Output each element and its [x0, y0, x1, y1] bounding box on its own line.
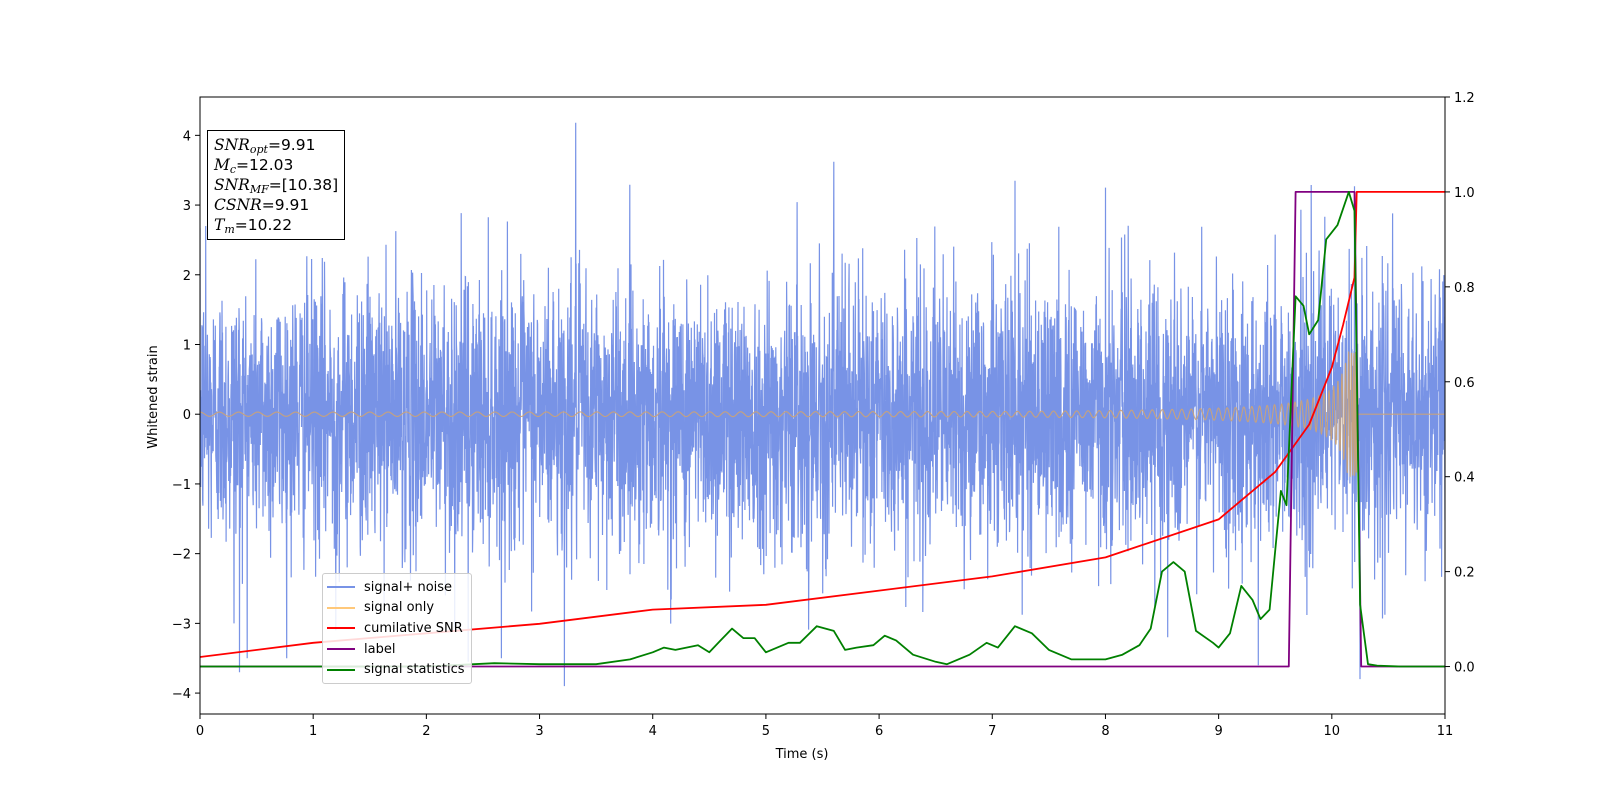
chirp-mass-row: Mc=12.03	[214, 156, 294, 176]
legend-swatch	[327, 606, 355, 609]
x-tick-label: 6	[875, 724, 883, 739]
legend: signal+ noise signal only cumilative SNR…	[322, 573, 472, 684]
x-tick-label: 9	[1214, 724, 1222, 739]
y-tick-label: 4	[183, 129, 191, 144]
x-tick-label: 0	[196, 724, 204, 739]
series-signal-noise-line	[200, 122, 1445, 687]
y2-tick-label: 0.2	[1454, 566, 1475, 581]
legend-swatch	[327, 627, 355, 630]
x-tick-label: 2	[422, 724, 430, 739]
legend-item-signal-noise: signal+ noise	[327, 577, 465, 598]
x-tick-label: 8	[1101, 724, 1109, 739]
legend-swatch	[327, 668, 355, 671]
series-label-line	[200, 191, 1445, 668]
y2-tick-label: 1.2	[1454, 91, 1475, 106]
y2-tick-label: 0.0	[1454, 661, 1475, 676]
csnr-row: CSNR=9.91	[214, 196, 310, 214]
legend-item-signal-statistics: signal statistics	[327, 659, 465, 680]
series-cumulative-snr-line	[200, 191, 1445, 658]
series-group	[200, 122, 1445, 687]
x-tick-label: 4	[649, 724, 657, 739]
y2-tick-label: 0.8	[1454, 281, 1475, 296]
y2-tick-label: 0.4	[1454, 471, 1475, 486]
y2-tick-label: 0.6	[1454, 376, 1475, 391]
y-axis-title: Whitened strain	[146, 345, 161, 448]
x-axis-title: Time (s)	[775, 747, 829, 762]
series-signal-only-line	[200, 351, 1445, 477]
axes: 0 1 2 3 4 5 6 7 8 9 10 11 −4 −3 −2 −1 0 1 2 3 4 0.0 0.2 0.4 0.6 0…	[172, 91, 1475, 739]
x-tick-label: 3	[535, 724, 543, 739]
snr-mf-row: SNRMF=[10.38]	[214, 176, 339, 196]
legend-swatch	[327, 586, 355, 589]
plot-area	[200, 122, 1445, 687]
x-tick-label: 10	[1324, 724, 1341, 739]
y-tick-label: −1	[172, 478, 191, 493]
y-tick-label: 1	[183, 338, 191, 353]
y-tick-label: −3	[172, 617, 191, 632]
y-tick-label: −2	[172, 548, 191, 563]
plot-frame	[199, 96, 1446, 715]
y-tick-label: 0	[183, 408, 191, 423]
metrics-box: SNRopt=9.91 Mc=12.03 SNRMF=[10.38] CSNR=…	[207, 130, 346, 240]
y-tick-label: −4	[172, 687, 191, 702]
merger-time-row: Tm=10.22	[214, 216, 293, 236]
series-signal-statistics-line	[200, 191, 1445, 668]
x-tick-label: 5	[762, 724, 770, 739]
y-tick-label: 3	[183, 199, 191, 214]
snr-opt-row: SNRopt=9.91	[214, 136, 316, 156]
y-tick-label: 2	[183, 269, 191, 284]
y2-tick-label: 1.0	[1454, 186, 1475, 201]
x-tick-label: 11	[1437, 724, 1454, 739]
legend-item-label: label	[327, 639, 465, 660]
legend-item-cumulative-snr: cumilative SNR	[327, 618, 465, 639]
legend-item-signal-only: signal only	[327, 598, 465, 619]
x-tick-label: 7	[988, 724, 996, 739]
legend-swatch	[327, 648, 355, 651]
x-tick-label: 1	[309, 724, 317, 739]
